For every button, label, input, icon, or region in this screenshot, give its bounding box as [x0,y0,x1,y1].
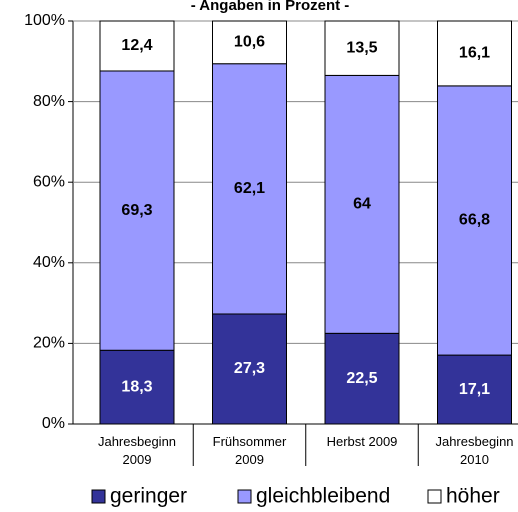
x-tick-label: Jahresbeginn 2010 [435,434,514,467]
x-tick-label: Frühsommer 2009 [212,434,287,467]
y-tick-label: 0% [42,415,65,432]
bar-segment [212,20,287,65]
y-tick-label: 20% [33,335,65,352]
data-label: 13,5 [346,39,377,56]
data-label: 64 [353,196,371,213]
x-tick-label: Herbst 2009 [326,434,398,449]
data-label: 18,3 [121,378,152,395]
bar-segment [324,332,400,425]
data-label: 12,4 [121,37,152,54]
bar-segment [212,313,287,425]
bar-segment [99,349,175,425]
bar-segment [99,70,175,351]
bar-segment [212,63,287,315]
bar-segment [437,354,512,425]
data-label: 17,1 [459,381,490,398]
legend-label: höher [446,485,500,508]
data-label: 22,5 [346,370,377,387]
bar-segment [99,20,175,72]
data-label: 66,8 [459,212,490,229]
bar-segment [437,20,512,87]
legend-label: geringer [110,485,187,508]
legend-swatch [427,489,442,504]
legend-swatch [237,489,252,504]
y-tick-label: 60% [33,173,65,190]
bar-segment [437,85,512,356]
data-label: 10,6 [234,34,265,51]
legend-swatch [91,489,106,504]
data-label: 62,1 [234,180,265,197]
y-tick-label: 80% [33,93,65,110]
bar-segment [324,20,400,76]
y-tick-label: 100% [24,12,65,29]
data-label: 16,1 [459,45,490,62]
legend-label: gleichbleibend [256,485,390,508]
x-tick-label: Jahresbeginn 2009 [97,434,177,467]
bar-segment [324,74,400,334]
data-label: 69,3 [121,202,152,219]
y-tick-label: 40% [33,254,65,271]
data-label: 27,3 [234,360,265,377]
chart-title: - Angaben in Prozent - [191,0,350,14]
